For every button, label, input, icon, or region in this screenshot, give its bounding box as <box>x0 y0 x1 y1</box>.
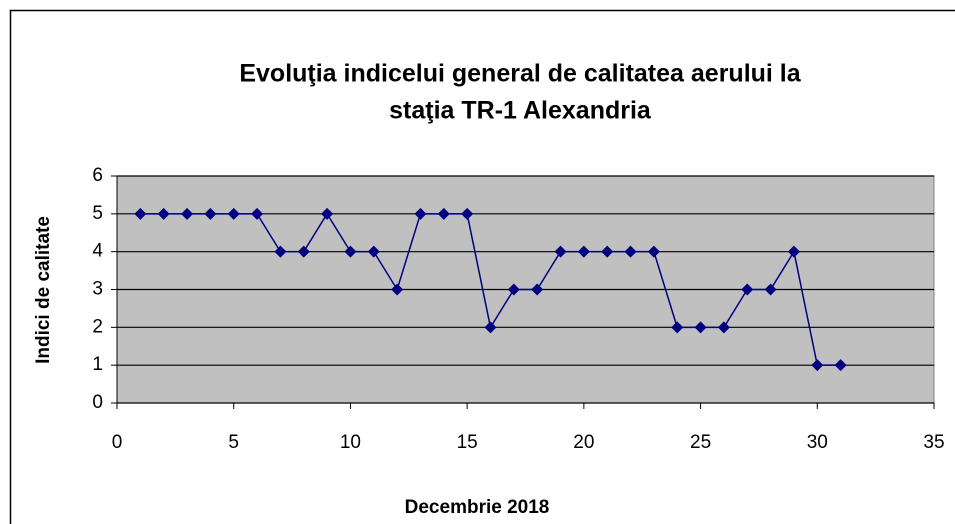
point-marker <box>297 245 310 258</box>
point-marker <box>671 321 684 334</box>
point-marker <box>414 207 427 220</box>
point-marker <box>461 207 474 220</box>
y-tick-label: 0 <box>92 392 103 413</box>
y-tick-label: 1 <box>92 354 103 375</box>
point-marker <box>764 283 777 296</box>
y-tick-label: 4 <box>92 241 103 262</box>
point-marker <box>181 207 194 220</box>
point-marker <box>811 359 824 372</box>
y-tick-label: 3 <box>92 279 103 300</box>
x-tick-label: 20 <box>573 432 594 453</box>
y-tick-label: 5 <box>92 203 103 224</box>
point-marker <box>391 283 404 296</box>
y-tick-label: 6 <box>92 165 103 186</box>
x-tick-label: 0 <box>112 432 123 453</box>
point-marker <box>507 283 520 296</box>
point-marker <box>624 245 637 258</box>
x-tick-label: 30 <box>807 432 828 453</box>
x-tick-label: 15 <box>457 432 478 453</box>
point-marker <box>601 245 614 258</box>
point-marker <box>134 207 147 220</box>
point-marker <box>577 245 590 258</box>
point-marker <box>204 207 217 220</box>
point-marker <box>741 283 754 296</box>
point-marker <box>834 359 847 372</box>
point-marker <box>531 283 544 296</box>
point-marker <box>367 245 380 258</box>
x-axis-label: Decembrie 2018 <box>405 497 550 518</box>
y-tick-label: 2 <box>92 316 103 337</box>
point-marker <box>344 245 357 258</box>
y-axis-label: Indici de calitate <box>33 216 54 364</box>
point-marker <box>694 321 707 334</box>
point-marker <box>251 207 264 220</box>
x-tick-label: 10 <box>340 432 361 453</box>
x-tick-label: 35 <box>923 432 944 453</box>
point-marker <box>321 207 334 220</box>
point-marker <box>274 245 287 258</box>
point-marker <box>484 321 497 334</box>
point-marker <box>554 245 567 258</box>
chart-title: Evoluţia indicelui general de calitatea … <box>239 60 801 88</box>
x-tick-label: 5 <box>228 432 239 453</box>
point-marker <box>787 245 800 258</box>
point-marker <box>647 245 660 258</box>
x-tick-label: 25 <box>690 432 711 453</box>
chart-title: staţia TR-1 Alexandria <box>389 97 652 125</box>
point-marker <box>437 207 450 220</box>
point-marker <box>717 321 730 334</box>
point-marker <box>227 207 240 220</box>
point-marker <box>157 207 170 220</box>
